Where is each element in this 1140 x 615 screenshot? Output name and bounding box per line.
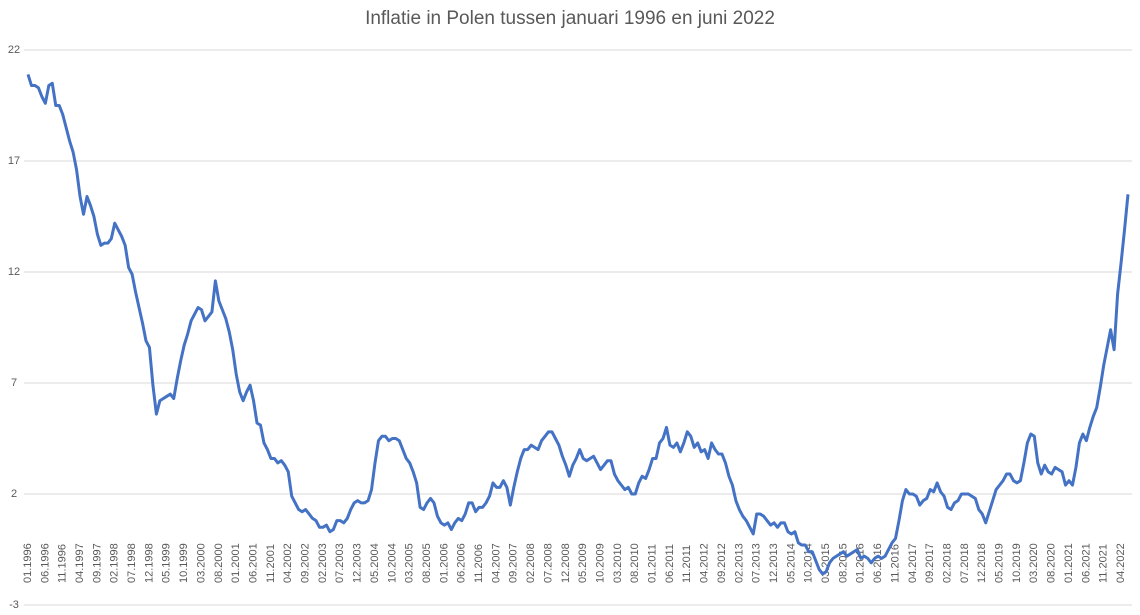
x-tick-label: 01.1996 [22,543,34,583]
x-tick-label: 08.2020 [1046,543,1058,583]
x-tick-label: 09.2002 [300,543,312,583]
x-tick-label: 10.2004 [386,543,398,583]
x-tick-label: 05.2019 [994,543,1006,583]
x-tick-label: 12.2013 [768,543,780,583]
x-tick-label: 02.1998 [109,543,121,583]
x-tick-label: 07.2013 [751,543,763,583]
x-tick-label: 09.2012 [716,543,728,583]
x-tick-label: 10.2009 [594,543,606,583]
y-tick-label: 12 [8,266,20,278]
x-tick-label: 06.1996 [39,543,51,583]
x-tick-label: 06.2001 [247,543,259,583]
x-tick-label: 12.2008 [560,543,572,583]
x-tick-label: 08.2005 [421,543,433,583]
x-tick-label: 04.2002 [282,543,294,583]
x-tick-label: 03.2005 [404,543,416,583]
x-tick-label: 03.2020 [1028,543,1040,583]
x-tick-label: 11.2016 [889,544,901,583]
x-tick-label: 11.2006 [473,544,485,583]
x-tick-label: 05.1999 [161,543,173,583]
x-tick-label: 02.2018 [941,543,953,583]
x-tick-label: 09.1997 [91,543,103,583]
y-tick-label: 17 [8,155,20,167]
x-tick-label: 07.2008 [542,543,554,583]
chart-title: Inflatie in Polen tussen januari 1996 en… [365,8,775,29]
x-tick-label: 12.2018 [976,543,988,583]
x-tick-label: 08.2015 [837,543,849,583]
x-tick-label: 07.2003 [334,543,346,583]
x-tick-label: 02.2013 [733,543,745,583]
x-tick-label: 09.2007 [508,543,520,583]
x-tick-label: 08.2010 [629,543,641,583]
x-tick-label: 09.2017 [924,543,936,583]
x-tick-label: 05.2009 [577,543,589,583]
x-tick-label: 08.2000 [213,543,225,583]
y-tick-label: 7 [11,377,17,389]
x-tick-label: 06.2016 [872,543,884,583]
y-tick-label: 22 [8,44,20,56]
x-tick-label: 01.2021 [1063,543,1075,583]
x-tick-label: 04.2007 [490,543,502,583]
x-tick-label: 07.1998 [126,543,138,583]
x-tick-label: 02.2008 [525,543,537,583]
x-tick-label: 10.2019 [1011,543,1023,583]
x-tick-label: 01.2011 [647,544,659,583]
x-tick-label: 12.2003 [352,543,364,583]
x-tick-label: 11.2021 [1098,544,1110,583]
x-tick-label: 10.1999 [178,543,190,583]
x-tick-label: 06.2011 [664,544,676,583]
x-tick-label: 06.2021 [1080,543,1092,583]
x-tick-label: 06.2006 [456,543,468,583]
x-tick-label: 04.1997 [74,543,86,583]
x-tick-label: 03.2010 [612,543,624,583]
x-tick-label: 05.2014 [785,543,797,583]
x-tick-label: 11.2001 [265,544,277,583]
x-tick-label: 11.1996 [57,544,69,583]
x-tick-label: 04.2017 [907,543,919,583]
x-tick-label: 01.2006 [438,543,450,583]
x-tick-label: 02.2003 [317,543,329,583]
data-line [26,73,1130,576]
y-tick-label: -3 [9,599,19,611]
x-tick-label: 03.2000 [195,543,207,583]
x-tick-label: 07.2018 [959,543,971,583]
x-tick-label: 05.2004 [369,543,381,583]
x-tick-label: 01.2001 [230,543,242,583]
x-tick-label: 04.2022 [1115,543,1127,583]
x-tick-label: 12.1998 [143,543,155,583]
y-tick-label: 2 [11,488,17,500]
x-tick-label: 04.2012 [699,543,711,583]
x-tick-label: 11.2011 [681,545,693,583]
